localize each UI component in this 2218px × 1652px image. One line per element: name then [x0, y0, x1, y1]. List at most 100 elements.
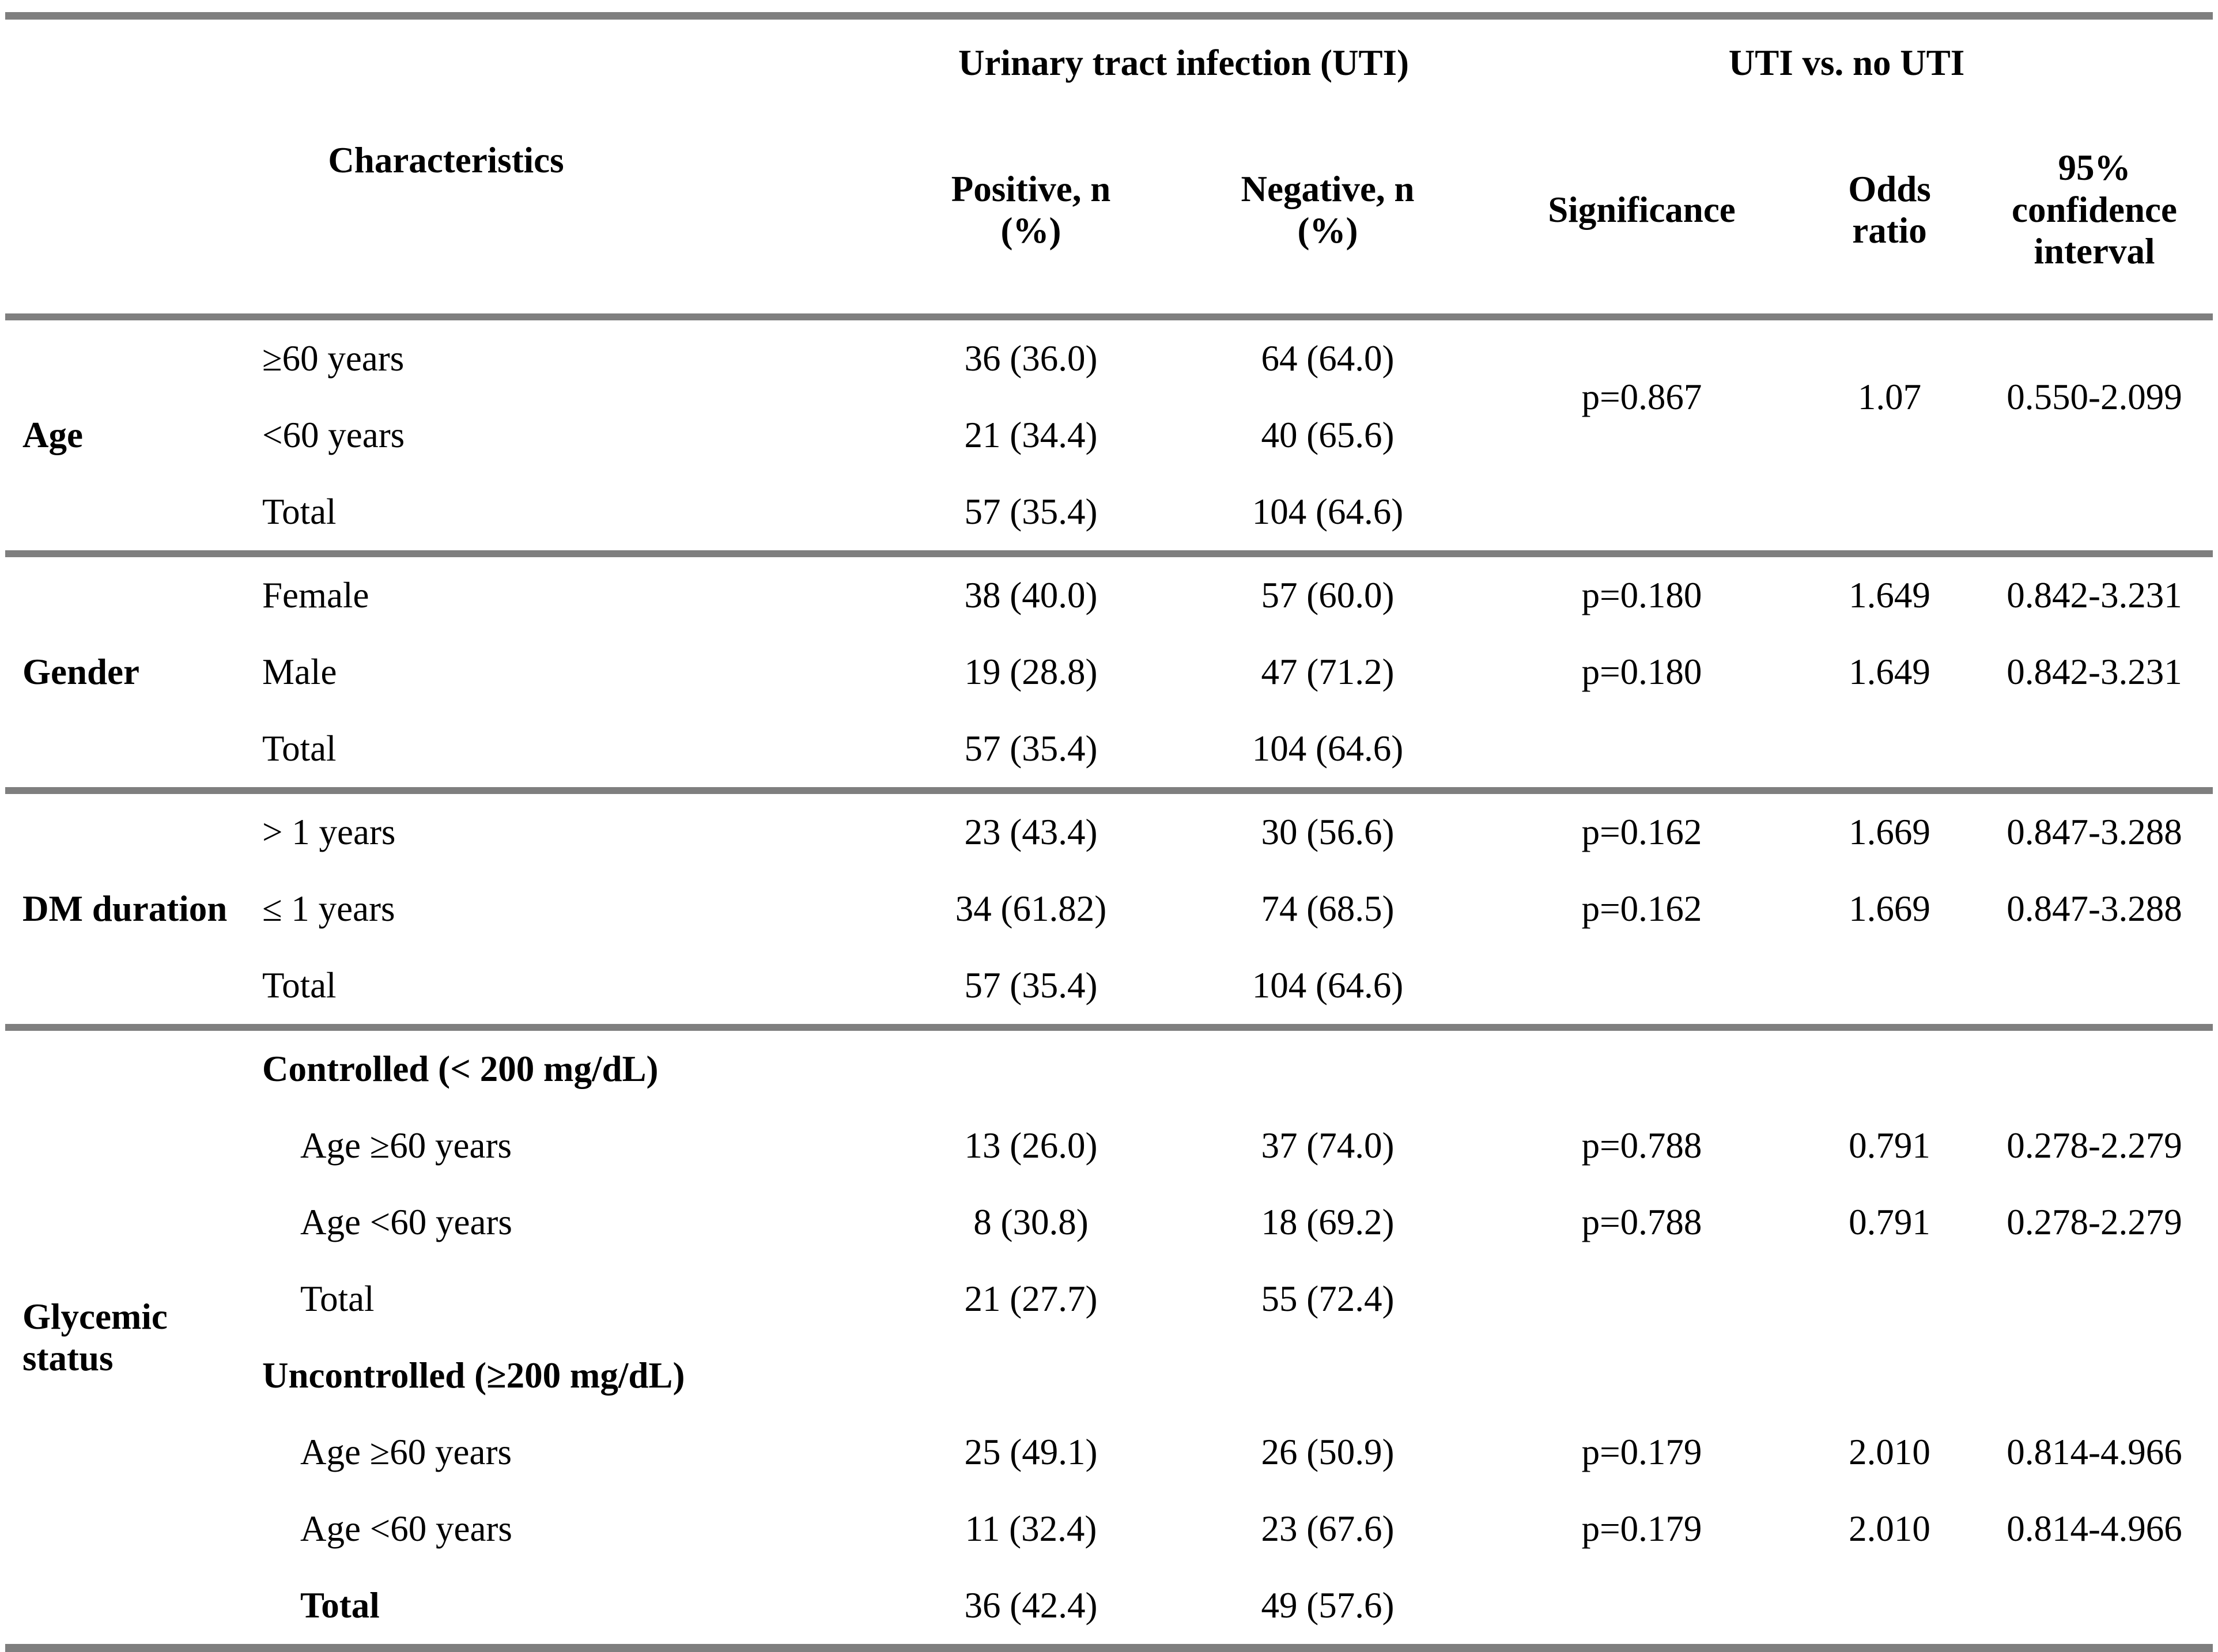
row-label: Female: [262, 575, 369, 616]
empty-cell: [1480, 474, 1803, 554]
ci-value: 0.847-3.288: [2007, 812, 2182, 853]
empty-cell: [1175, 1337, 1480, 1414]
odds-ratio-value: 1.649: [1849, 575, 1930, 616]
row-label: Total: [262, 492, 337, 532]
positive-value: 21 (34.4): [964, 415, 1098, 456]
odds-ratio-value: 2.010: [1849, 1432, 1930, 1473]
table-row: DM duration > 1 years 23 (43.4) 30 (56.6…: [5, 791, 2213, 929]
section-glycemic-status: Glycemic status Controlled (< 200 mg/dL)…: [5, 1027, 2213, 1648]
col-header-characteristics: Characteristics: [328, 140, 564, 180]
significance-value: p=0.162: [1581, 812, 1702, 853]
table-row: Age ≥60 years 25 (49.1) 26 (50.9) p=0.17…: [5, 1414, 2213, 1491]
empty-cell: [1803, 710, 1976, 791]
negative-value: 74 (68.5): [1261, 889, 1395, 929]
significance-value: p=0.179: [1581, 1432, 1702, 1473]
table-row: ≤ 1 years 34 (61.82) 74 (68.5) p=0.162 1…: [5, 871, 2213, 947]
odds-ratio-value: 0.791: [1849, 1202, 1930, 1243]
row-label: Total: [262, 965, 337, 1006]
positive-value: 8 (30.8): [973, 1202, 1089, 1243]
col-group-uti: Urinary tract infection (UTI): [958, 42, 1410, 83]
section-dm-duration: DM duration > 1 years 23 (43.4) 30 (56.6…: [5, 791, 2213, 1027]
table-row: Male 19 (28.8) 47 (71.2) p=0.180 1.649 0…: [5, 634, 2213, 710]
row-label: ≥60 years: [262, 338, 405, 379]
positive-value: 23 (43.4): [964, 812, 1098, 853]
row-group-gender: Gender: [22, 652, 139, 693]
empty-cell: [1480, 710, 1803, 791]
row-label: Total: [300, 1279, 375, 1320]
significance-value: p=0.162: [1581, 889, 1702, 929]
positive-value: 36 (36.0): [964, 338, 1098, 379]
negative-value: 57 (60.0): [1261, 575, 1395, 616]
negative-value: 55 (72.4): [1261, 1279, 1395, 1320]
row-label: Total: [262, 728, 337, 769]
negative-value: 30 (56.6): [1261, 812, 1395, 853]
significance-value: p=0.788: [1581, 1125, 1702, 1166]
odds-ratio-value: 1.649: [1849, 652, 1930, 693]
ci-value: 0.842-3.231: [2007, 652, 2182, 693]
negative-value: 26 (50.9): [1261, 1432, 1395, 1473]
ci-value: 0.550-2.099: [2007, 376, 2182, 417]
subsection-header-controlled: Controlled (< 200 mg/dL): [262, 1049, 659, 1090]
empty-cell: [1976, 1261, 2213, 1337]
subsection-header-uncontrolled: Uncontrolled (≥200 mg/dL): [262, 1355, 685, 1396]
empty-cell: [1976, 1027, 2213, 1107]
empty-cell: [1480, 947, 1803, 1027]
table-row: Total 21 (27.7) 55 (72.4): [5, 1261, 2213, 1337]
col-header-ci: 95% confidence interval: [2012, 148, 2177, 272]
table-row: Age <60 years 11 (32.4) 23 (67.6) p=0.17…: [5, 1491, 2213, 1567]
ci-value: 0.814-4.966: [2007, 1509, 2182, 1549]
row-group-dm-duration: DM duration: [22, 889, 228, 929]
positive-value: 57 (35.4): [964, 728, 1098, 769]
positive-value: 57 (35.4): [964, 965, 1098, 1006]
empty-cell: [1976, 947, 2213, 1027]
empty-cell: [1803, 1027, 1976, 1107]
header-spacer: [5, 16, 887, 107]
empty-cell: [1480, 1337, 1803, 1414]
row-label: Age ≥60 years: [300, 1125, 512, 1166]
ci-value: 0.278-2.279: [2007, 1125, 2182, 1166]
section-gender: Gender Female 38 (40.0) 57 (60.0) p=0.18…: [5, 554, 2213, 791]
table-row: Glycemic status Controlled (< 200 mg/dL): [5, 1027, 2213, 1378]
col-header-negative: Negative, n (%): [1241, 168, 1415, 251]
positive-value: 13 (26.0): [964, 1125, 1098, 1166]
empty-cell: [1803, 947, 1976, 1027]
row-label: Age <60 years: [300, 1202, 512, 1243]
odds-ratio-value: 2.010: [1849, 1509, 1930, 1549]
empty-cell: [1976, 474, 2213, 554]
empty-cell: [1803, 1261, 1976, 1337]
table-row: Age ≥60 years 36 (36.0) 64 (64.0) p=0.86…: [5, 317, 2213, 455]
odds-ratio-value: 0.791: [1849, 1125, 1930, 1166]
table-row: Age <60 years 8 (30.8) 18 (69.2) p=0.788…: [5, 1184, 2213, 1261]
table-row: Total 57 (35.4) 104 (64.6): [5, 947, 2213, 1027]
row-label: Age <60 years: [300, 1509, 512, 1549]
negative-value: 104 (64.6): [1252, 965, 1404, 1006]
col-header-positive: Positive, n (%): [951, 168, 1111, 251]
table-row: Uncontrolled (≥200 mg/dL): [5, 1337, 2213, 1414]
positive-value: 19 (28.8): [964, 652, 1098, 693]
positive-value: 25 (49.1): [964, 1432, 1098, 1473]
ci-value: 0.814-4.966: [2007, 1432, 2182, 1473]
positive-value: 57 (35.4): [964, 492, 1098, 532]
empty-cell: [1803, 474, 1976, 554]
col-group-uti-vs-no-uti: UTI vs. no UTI: [1728, 42, 1965, 83]
negative-value: 104 (64.6): [1252, 492, 1404, 532]
significance-value: p=0.788: [1581, 1202, 1702, 1243]
negative-value: 49 (57.6): [1261, 1585, 1395, 1626]
row-label: Male: [262, 652, 337, 693]
empty-cell: [1976, 1337, 2213, 1414]
row-label: ≤ 1 years: [262, 889, 395, 929]
significance-value: p=0.180: [1581, 652, 1702, 693]
empty-cell: [1976, 1567, 2213, 1648]
empty-cell: [1976, 710, 2213, 791]
table-row: <60 years 21 (34.4) 40 (65.6): [5, 397, 2213, 474]
table-header: Urinary tract infection (UTI) UTI vs. no…: [5, 16, 2213, 317]
odds-ratio-value: 1.669: [1849, 889, 1930, 929]
negative-value: 18 (69.2): [1261, 1202, 1395, 1243]
uti-characteristics-table: Urinary tract infection (UTI) UTI vs. no…: [5, 12, 2213, 1652]
ci-value: 0.847-3.288: [2007, 889, 2182, 929]
empty-cell: [1480, 1567, 1803, 1648]
table-row: Total 36 (42.4) 49 (57.6): [5, 1567, 2213, 1648]
empty-cell: [1480, 1027, 1803, 1107]
empty-cell: [887, 1337, 1175, 1414]
empty-cell: [1175, 1027, 1480, 1107]
